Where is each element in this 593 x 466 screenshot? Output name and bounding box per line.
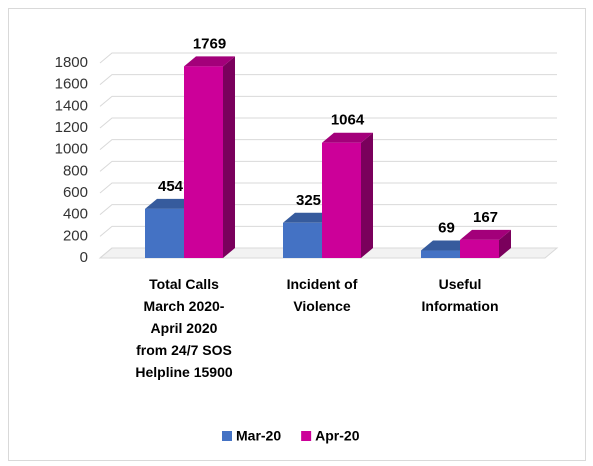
grid-line [99,52,557,64]
x-tick-label: Incident of Violence [287,276,358,314]
bar-side [499,229,511,258]
grid-line [99,182,557,194]
y-tick-label: 200 [63,227,88,244]
grid-line [99,247,557,259]
y-tick-label: 0 [80,249,88,266]
grid-line [99,117,557,129]
value-label: 454 [158,178,184,195]
bar-top [421,240,472,251]
y-tick-label: 600 [63,184,88,201]
x-tick-label: Useful Information [422,276,499,314]
grid-line [99,139,557,151]
bar-top [283,212,334,223]
legend-swatch [222,431,232,441]
x-tick-line: Useful [439,276,482,292]
bar-top [145,198,196,209]
y-tick-label: 1800 [55,54,88,71]
bar-top [184,56,235,67]
bar-top [322,132,373,143]
x-tick-line: Total Calls [149,276,219,292]
bar-side [223,56,235,258]
bar-front [283,222,322,258]
bar [322,132,373,258]
x-tick-line: Information [422,298,499,314]
bar-front [145,208,184,258]
grid-line [99,204,557,216]
grid-line [99,225,557,237]
bar-front [460,239,499,258]
bar-front [184,66,223,258]
bar [184,56,235,258]
legend-swatch [301,431,312,441]
bar [460,229,511,258]
value-label: 1064 [331,112,365,129]
bar-front [421,250,460,258]
value-label: 325 [296,192,321,209]
x-tick-label: Total Calls March 2020- April 2020 from 24/… [135,276,232,380]
grid-line [99,160,557,172]
value-label: 1769 [193,35,226,52]
x-tick-line: Violence [293,298,351,314]
y-tick-label: 800 [63,162,88,179]
y-tick-label: 400 [63,206,88,223]
bar-side [361,132,373,258]
x-tick-line: Helpline 15900 [135,364,232,380]
x-tick-line: April 2020 [151,320,218,336]
bar-top [460,229,511,240]
grid-line [99,95,557,107]
x-tick-line: March 2020- [144,298,225,314]
x-tick-line: from 24/7 SOS [136,342,232,358]
bar-front [322,142,361,258]
y-tick-label: 1000 [55,141,88,158]
legend-label: Mar-20 [236,428,281,444]
legend-label: Apr-20 [315,428,360,444]
y-tick-label: 1400 [55,97,88,114]
value-label: 69 [438,219,455,236]
y-tick-label: 1600 [55,76,88,93]
y-tick-label: 1200 [55,119,88,136]
x-tick-line: Incident of [287,276,358,292]
grid-line [99,74,557,86]
value-label: 167 [473,209,498,226]
